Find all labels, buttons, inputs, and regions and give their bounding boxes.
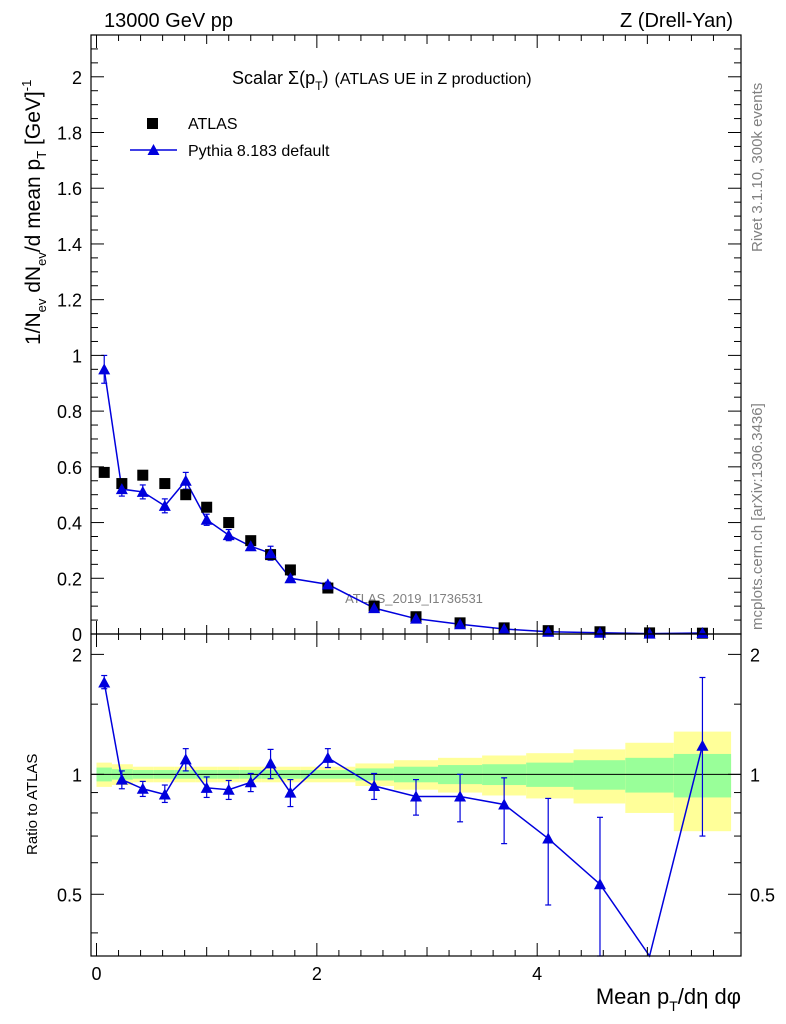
ratio-point [321, 751, 334, 763]
ratio-point [158, 788, 171, 800]
ratio-point [179, 753, 192, 765]
ratio-ytick-label: 2 [72, 645, 82, 665]
ratio-point [368, 779, 381, 791]
main-ytick-label: 0.6 [57, 458, 82, 478]
x-tick-label: 2 [312, 964, 322, 984]
ratio-point [410, 790, 422, 802]
ratio-ytick-label: 1 [72, 765, 82, 785]
x-tick-label: 4 [532, 964, 542, 984]
ratio-point [696, 739, 709, 751]
process-label: Z (Drell-Yan) [620, 10, 733, 32]
data-point [284, 564, 296, 576]
main-ytick-label: 0.4 [57, 514, 82, 534]
ratio-point [498, 798, 511, 810]
data-point [201, 501, 213, 513]
ratio-ytick-label: 0.5 [57, 885, 82, 905]
ratio-point [115, 773, 128, 785]
ratio-ytick-label-right: 2 [750, 645, 760, 665]
legend-data-marker [147, 118, 158, 129]
mc-point [696, 627, 709, 639]
main-ytick-label: 0.2 [57, 569, 82, 589]
mc-point [368, 602, 381, 614]
collision-label: 13000 GeV pp [104, 10, 233, 32]
data-point [137, 469, 149, 481]
ratio-frame [90, 633, 742, 957]
mc-point [284, 572, 297, 584]
ratio-point [200, 781, 213, 793]
ratio-ylabel: Ratio to ATLAS [24, 754, 41, 855]
mc-point [200, 513, 213, 525]
band-inner [573, 760, 626, 790]
main-ytick-label: 1.2 [57, 291, 82, 311]
mc-point [115, 483, 128, 495]
mc-point [454, 618, 467, 630]
mc-point [179, 474, 192, 486]
ratio-line [103, 682, 704, 958]
mc-point [643, 627, 656, 639]
data-point [98, 466, 110, 478]
legend-data-label: ATLAS [188, 116, 238, 133]
main-ytick-label: 1 [72, 346, 82, 366]
data-point [159, 478, 171, 490]
mcplots-label: mcplots.cern.ch [arXiv:1306.3436] [749, 403, 766, 630]
ratio-point [222, 783, 235, 795]
data-point [223, 517, 235, 529]
data-point [180, 489, 192, 501]
x-tick-label: 0 [92, 964, 102, 984]
ratio-point [264, 757, 277, 769]
ratio-point [244, 776, 257, 788]
mc-point [498, 622, 511, 634]
main-ytick-label: 2 [72, 68, 82, 88]
ratio-ytick-label-right: 1 [750, 765, 760, 785]
mc-point [222, 529, 235, 541]
main-ylabel: 1/Nev dNev/d mean pT [GeV]-1 [19, 80, 49, 345]
mc-point [264, 547, 277, 559]
main-ytick-label: 0 [72, 625, 82, 645]
mc-point [98, 363, 111, 375]
ratio-ytick-label-right: 0.5 [750, 885, 775, 905]
ratio-panel: 0.5 0.5 1 1 2 2 0 2 4 Ratio to ATLAS Mean pT/dη … [24, 633, 775, 1014]
legend-mc-marker [147, 144, 160, 155]
mc-point [410, 612, 422, 624]
chart-title: Scalar Σ(pT) (ATLAS UE in Z production) [232, 68, 532, 93]
ratio-point [136, 782, 149, 794]
main-ytick-label: 1.4 [57, 235, 82, 255]
main-ytick-label: 1.6 [57, 179, 82, 199]
legend-mc-label: Pythia 8.183 default [188, 143, 330, 160]
mc-point [244, 540, 257, 552]
mc-point [158, 499, 171, 511]
ratio-point [593, 878, 606, 890]
x-axis-label: Mean pT/dη dφ [596, 984, 741, 1014]
ratio-point [542, 832, 555, 844]
main-panel: ATLAS_2019_I1736531 00.20.40.60.811.21.4… [19, 34, 742, 645]
mc-point [321, 578, 334, 590]
ratio-point [284, 786, 297, 798]
legend: ATLAS Pythia 8.183 default [130, 116, 330, 160]
ratio-point [98, 676, 111, 688]
rivet-label: Rivet 3.1.10, 300k events [749, 83, 766, 252]
main-ytick-label: 1.8 [57, 124, 82, 144]
band-inner [625, 757, 674, 793]
mc-point [136, 485, 149, 497]
ratio-point [454, 790, 467, 802]
main-ytick-label: 0.8 [57, 402, 82, 422]
